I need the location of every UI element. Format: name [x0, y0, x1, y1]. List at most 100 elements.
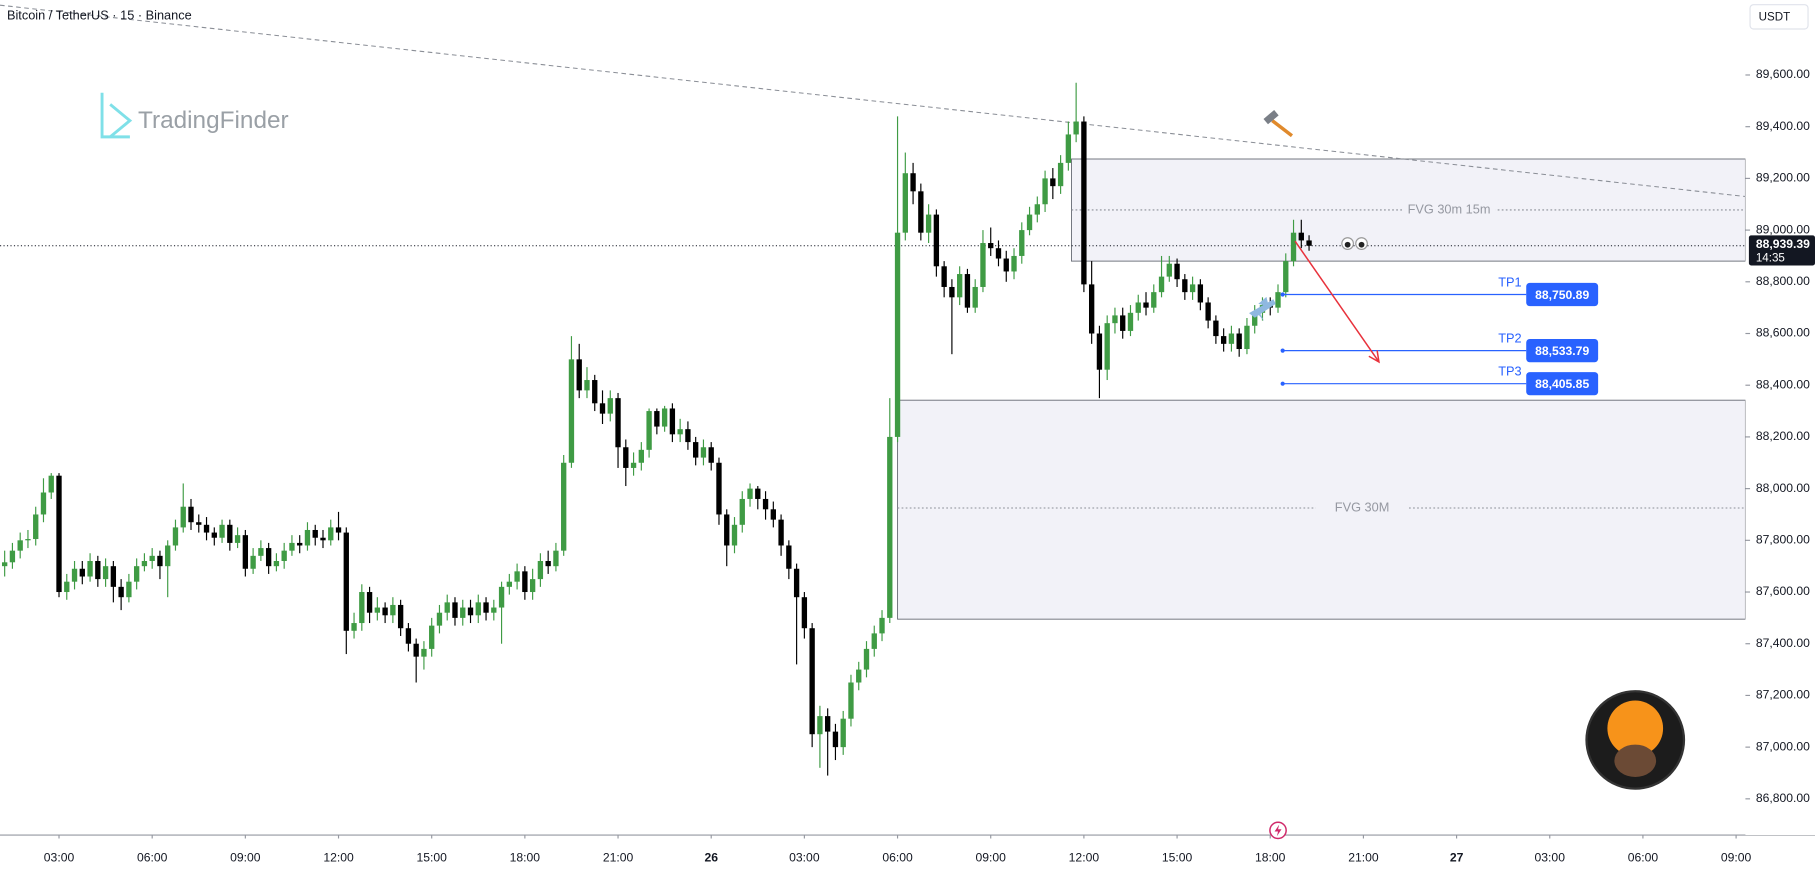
- watermark-text: TradingFinder: [138, 107, 289, 134]
- target-badge: [1526, 372, 1599, 396]
- candle-body: [343, 532, 349, 631]
- currency-box[interactable]: [1749, 4, 1809, 30]
- candle-body: [1003, 258, 1009, 272]
- plane-wing: [1257, 296, 1269, 322]
- candle-body: [1236, 333, 1242, 350]
- candle-body: [157, 555, 163, 567]
- candle-body: [491, 607, 497, 613]
- candle-body: [1189, 284, 1196, 293]
- candle-body: [677, 429, 683, 435]
- candle-body: [972, 286, 978, 308]
- forecast-arrow: [1294, 240, 1380, 363]
- candle-body: [1158, 276, 1165, 293]
- candle-body: [382, 607, 388, 616]
- candle-body: [537, 561, 544, 580]
- candle-body: [809, 628, 815, 735]
- lightning-bolt: [1274, 824, 1282, 837]
- x-tick-label: 06:00: [882, 850, 913, 864]
- candle-body: [856, 669, 862, 683]
- plane-icon: [1249, 296, 1276, 322]
- candle-body: [708, 447, 714, 463]
- target-label: TP1: [1498, 274, 1521, 289]
- candle-body: [1228, 333, 1235, 344]
- candle-body: [1213, 320, 1219, 337]
- candle-body: [1019, 230, 1025, 256]
- candle-body: [1143, 302, 1149, 308]
- candle-body: [390, 604, 396, 616]
- candle-body: [289, 542, 295, 551]
- candle-body: [304, 529, 311, 546]
- candle-body: [211, 532, 217, 538]
- candle-body: [599, 403, 606, 414]
- candle-body: [1073, 121, 1079, 135]
- candle-body: [436, 612, 443, 626]
- candle-body: [227, 524, 233, 543]
- candle-body: [964, 274, 971, 308]
- logo-bear: [1614, 744, 1657, 778]
- candle-body: [281, 550, 287, 562]
- hammer-head: [1263, 110, 1279, 125]
- candle-body: [576, 359, 582, 391]
- candle-body: [273, 561, 280, 567]
- x-tick-label: 09:00: [1721, 850, 1752, 864]
- candle-body: [817, 716, 823, 735]
- candle-body: [1174, 263, 1180, 280]
- y-tick-label: 86,800.00: [1756, 791, 1810, 805]
- candle-body: [995, 248, 1002, 259]
- target-value: 88,533.79: [1535, 344, 1589, 358]
- candle-body: [1096, 333, 1103, 370]
- candle-body: [630, 462, 637, 468]
- trendline: [0, 4, 1746, 198]
- x-tick-label: 18:00: [510, 850, 541, 864]
- candle-body: [925, 214, 932, 233]
- candle-body: [933, 214, 940, 267]
- candle-body: [126, 581, 132, 598]
- candle-body: [910, 173, 916, 192]
- candle-body: [840, 718, 846, 748]
- candle-body: [421, 648, 427, 657]
- target-label: TP3: [1498, 363, 1521, 378]
- candle-body: [669, 408, 676, 435]
- candle-body: [64, 581, 70, 593]
- candle-body: [180, 506, 186, 528]
- candle-body: [561, 462, 567, 551]
- logo-stroke: [100, 92, 130, 139]
- candle-body: [654, 411, 660, 427]
- candle-body: [1135, 302, 1141, 313]
- candle-body: [1120, 315, 1126, 331]
- x-tick-label: 03:00: [44, 850, 75, 864]
- currency-label: USDT: [1759, 11, 1791, 23]
- candle-body: [685, 429, 691, 443]
- candle-body: [312, 529, 318, 538]
- candle-body: [320, 537, 326, 541]
- x-tick-label: 03:00: [1535, 850, 1566, 864]
- fvg-label-bg: [1402, 201, 1496, 219]
- arrow-head: [1368, 350, 1380, 364]
- target-anchor: [1280, 292, 1285, 297]
- candle-body: [1050, 178, 1056, 187]
- candle-body: [498, 586, 505, 608]
- candle-body: [1151, 292, 1157, 308]
- candle-body: [1252, 312, 1258, 326]
- candle-body: [1, 562, 8, 567]
- candle-body: [832, 731, 839, 748]
- candle-body: [615, 398, 621, 448]
- candle-body: [1275, 292, 1281, 308]
- candle-body: [700, 447, 707, 458]
- y-tick-label: 88,000.00: [1756, 481, 1810, 495]
- lightning-icon[interactable]: [1269, 821, 1287, 840]
- candle-body: [483, 602, 489, 613]
- candle-body: [79, 568, 85, 577]
- candle-body: [661, 408, 668, 427]
- price-axis-bg: [1745, 34, 1815, 836]
- candle-body: [87, 561, 93, 577]
- y-tick-label: 88,800.00: [1756, 274, 1810, 288]
- candle-body: [638, 449, 644, 463]
- candle-body: [452, 602, 458, 618]
- y-tick-label: 87,800.00: [1756, 533, 1810, 547]
- candle-body: [522, 571, 528, 593]
- y-tick-label: 89,000.00: [1756, 222, 1810, 236]
- candle-body: [894, 232, 901, 437]
- candle-body: [1244, 325, 1250, 350]
